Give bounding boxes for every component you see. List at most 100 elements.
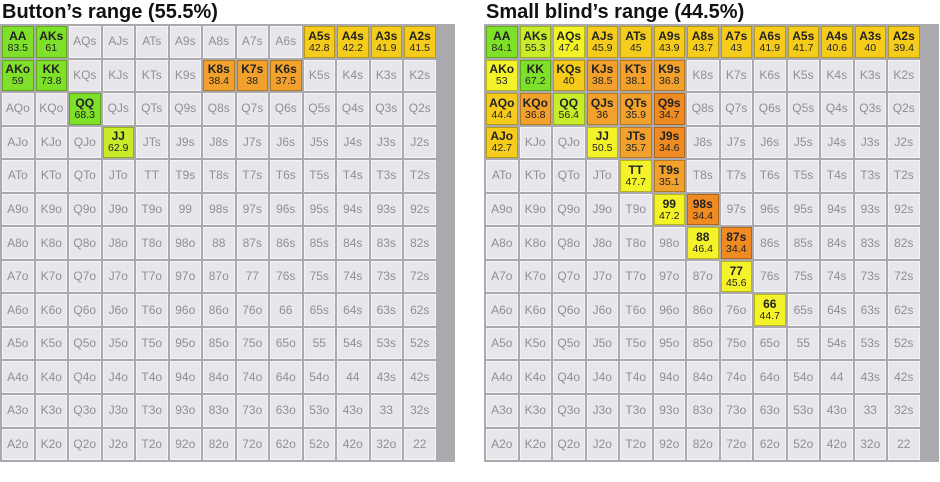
hand-cell-J7o: J7o: [586, 260, 618, 293]
hand-cell-AKs: AKs 61: [35, 26, 67, 58]
hand-label: 94o: [659, 369, 680, 384]
hand-label: 55: [796, 336, 810, 351]
hand-cell-J8s: J8s: [203, 126, 235, 159]
hand-label: AJo: [490, 129, 514, 144]
hand-equity: 39.4: [893, 41, 914, 54]
hand-label: A3o: [7, 403, 29, 418]
button-range-grid: AA 83.5 AKs 61 AQs AJs ATs A9s A8s A7s A6s A5s 42.8 A…: [0, 24, 455, 463]
hand-cell-84s: 84s: [337, 227, 369, 259]
hand-cell-72o: 72o: [720, 428, 752, 461]
hand-label: K5o: [40, 336, 62, 351]
hand-cell-T3o: T3o: [620, 395, 652, 427]
hand-cell-J8o: J8o: [586, 227, 618, 259]
hand-label: T7s: [242, 168, 263, 183]
hand-cell-QQ: QQ 68.3: [69, 93, 101, 125]
hand-label: A5s: [792, 28, 815, 43]
hand-label: 53s: [860, 336, 880, 351]
hand-label: AKs: [523, 28, 548, 43]
hand-cell-63o: 63o: [270, 395, 302, 427]
hand-label: ATs: [142, 34, 162, 49]
hand-label: 52o: [793, 436, 814, 451]
hand-label: AJo: [7, 134, 29, 149]
hand-label: T4o: [141, 369, 163, 384]
hand-label: 42o: [826, 436, 847, 451]
hand-label: A8s: [691, 28, 714, 43]
hand-label: Q6o: [73, 302, 97, 317]
hand-label: T2s: [893, 168, 914, 183]
hand-cell-52o: 52o: [787, 428, 819, 461]
hand-label: 97s: [242, 202, 262, 216]
hand-equity: 41.9: [376, 41, 397, 54]
hand-cell-44: 44: [337, 361, 369, 394]
hand-label: A3s: [375, 28, 398, 43]
hand-cell-Q2o: Q2o: [553, 428, 585, 461]
hand-cell-A7o: A7o: [486, 260, 518, 293]
hand-label: 87o: [208, 269, 229, 284]
hand-cell-Q4s: Q4s: [337, 93, 369, 125]
hand-equity: 68.3: [74, 108, 95, 121]
hand-label: 75s: [309, 269, 329, 284]
hand-cell-Q5o: Q5o: [553, 327, 585, 360]
hand-label: 65o: [759, 336, 780, 351]
hand-label: A4o: [491, 369, 513, 384]
hand-label: 95s: [793, 202, 813, 216]
hand-cell-83o: 83o: [203, 395, 235, 427]
hand-cell-J5o: J5o: [586, 327, 618, 360]
hand-cell-K7s: K7s 38: [236, 59, 268, 92]
hand-label: KQs: [556, 62, 582, 77]
hand-cell-J3s: J3s: [370, 126, 402, 159]
hand-label: AQs: [556, 28, 582, 43]
hand-cell-Q6o: Q6o: [69, 294, 101, 326]
hand-label: K4o: [40, 369, 62, 384]
hand-label: 75o: [242, 336, 263, 351]
hand-label: 92o: [175, 436, 196, 451]
hand-label: AJs: [591, 28, 614, 43]
hand-cell-44: 44: [821, 361, 853, 394]
hand-label: K7o: [40, 269, 62, 284]
hand-cell-Q3s: Q3s: [370, 93, 402, 125]
hand-cell-77: 77: [236, 260, 268, 293]
hand-equity: 73.8: [41, 75, 62, 88]
hand-cell-J6o: J6o: [102, 294, 134, 326]
hand-label: K5s: [308, 67, 330, 82]
hand-cell-95s: 95s: [787, 193, 819, 226]
hand-equity: 41.7: [793, 41, 814, 54]
hand-label: 72s: [410, 269, 430, 284]
hand-label: KK: [526, 62, 544, 77]
hand-label: Q3s: [375, 101, 398, 116]
hand-label: 43o: [826, 403, 847, 418]
hand-cell-86o: 86o: [687, 294, 719, 326]
hand-cell-K9o: K9o: [35, 193, 67, 226]
hand-label: AKo: [489, 62, 515, 77]
hand-equity: 44.4: [491, 108, 512, 121]
hand-equity: 35.9: [625, 108, 646, 121]
hand-label: ATo: [7, 168, 28, 183]
hand-equity: 35.1: [659, 175, 680, 188]
hand-label: A6s: [758, 28, 781, 43]
hand-label: 85s: [309, 235, 329, 250]
hand-equity: 36.8: [659, 75, 680, 88]
hand-label: AQo: [5, 101, 30, 116]
hand-label: J4s: [827, 134, 847, 149]
hand-cell-98s: 98s: [203, 193, 235, 226]
hand-label: K3o: [524, 403, 546, 418]
hand-cell-75s: 75s: [303, 260, 335, 293]
hand-label: K2s: [409, 67, 431, 82]
hand-label: A5s: [308, 28, 331, 43]
hand-cell-54s: 54s: [337, 327, 369, 360]
hand-cell-T3o: T3o: [136, 395, 168, 427]
hand-label: 63s: [376, 302, 396, 317]
hand-cell-64s: 64s: [821, 294, 853, 326]
hand-label: QJo: [73, 134, 96, 149]
hand-cell-K4s: K4s: [337, 59, 369, 92]
hand-label: QJs: [590, 95, 614, 110]
hand-label: 63o: [275, 403, 296, 418]
hand-label: A5o: [7, 336, 29, 351]
hand-cell-63s: 63s: [370, 294, 402, 326]
hand-label: 53o: [793, 403, 814, 418]
hand-label: Q4o: [73, 369, 97, 384]
hand-cell-A4s: A4s 42.2: [337, 26, 369, 58]
hand-cell-T2o: T2o: [136, 428, 168, 461]
hand-cell-A8o: A8o: [486, 227, 518, 259]
hand-cell-AJs: AJs: [102, 26, 134, 58]
